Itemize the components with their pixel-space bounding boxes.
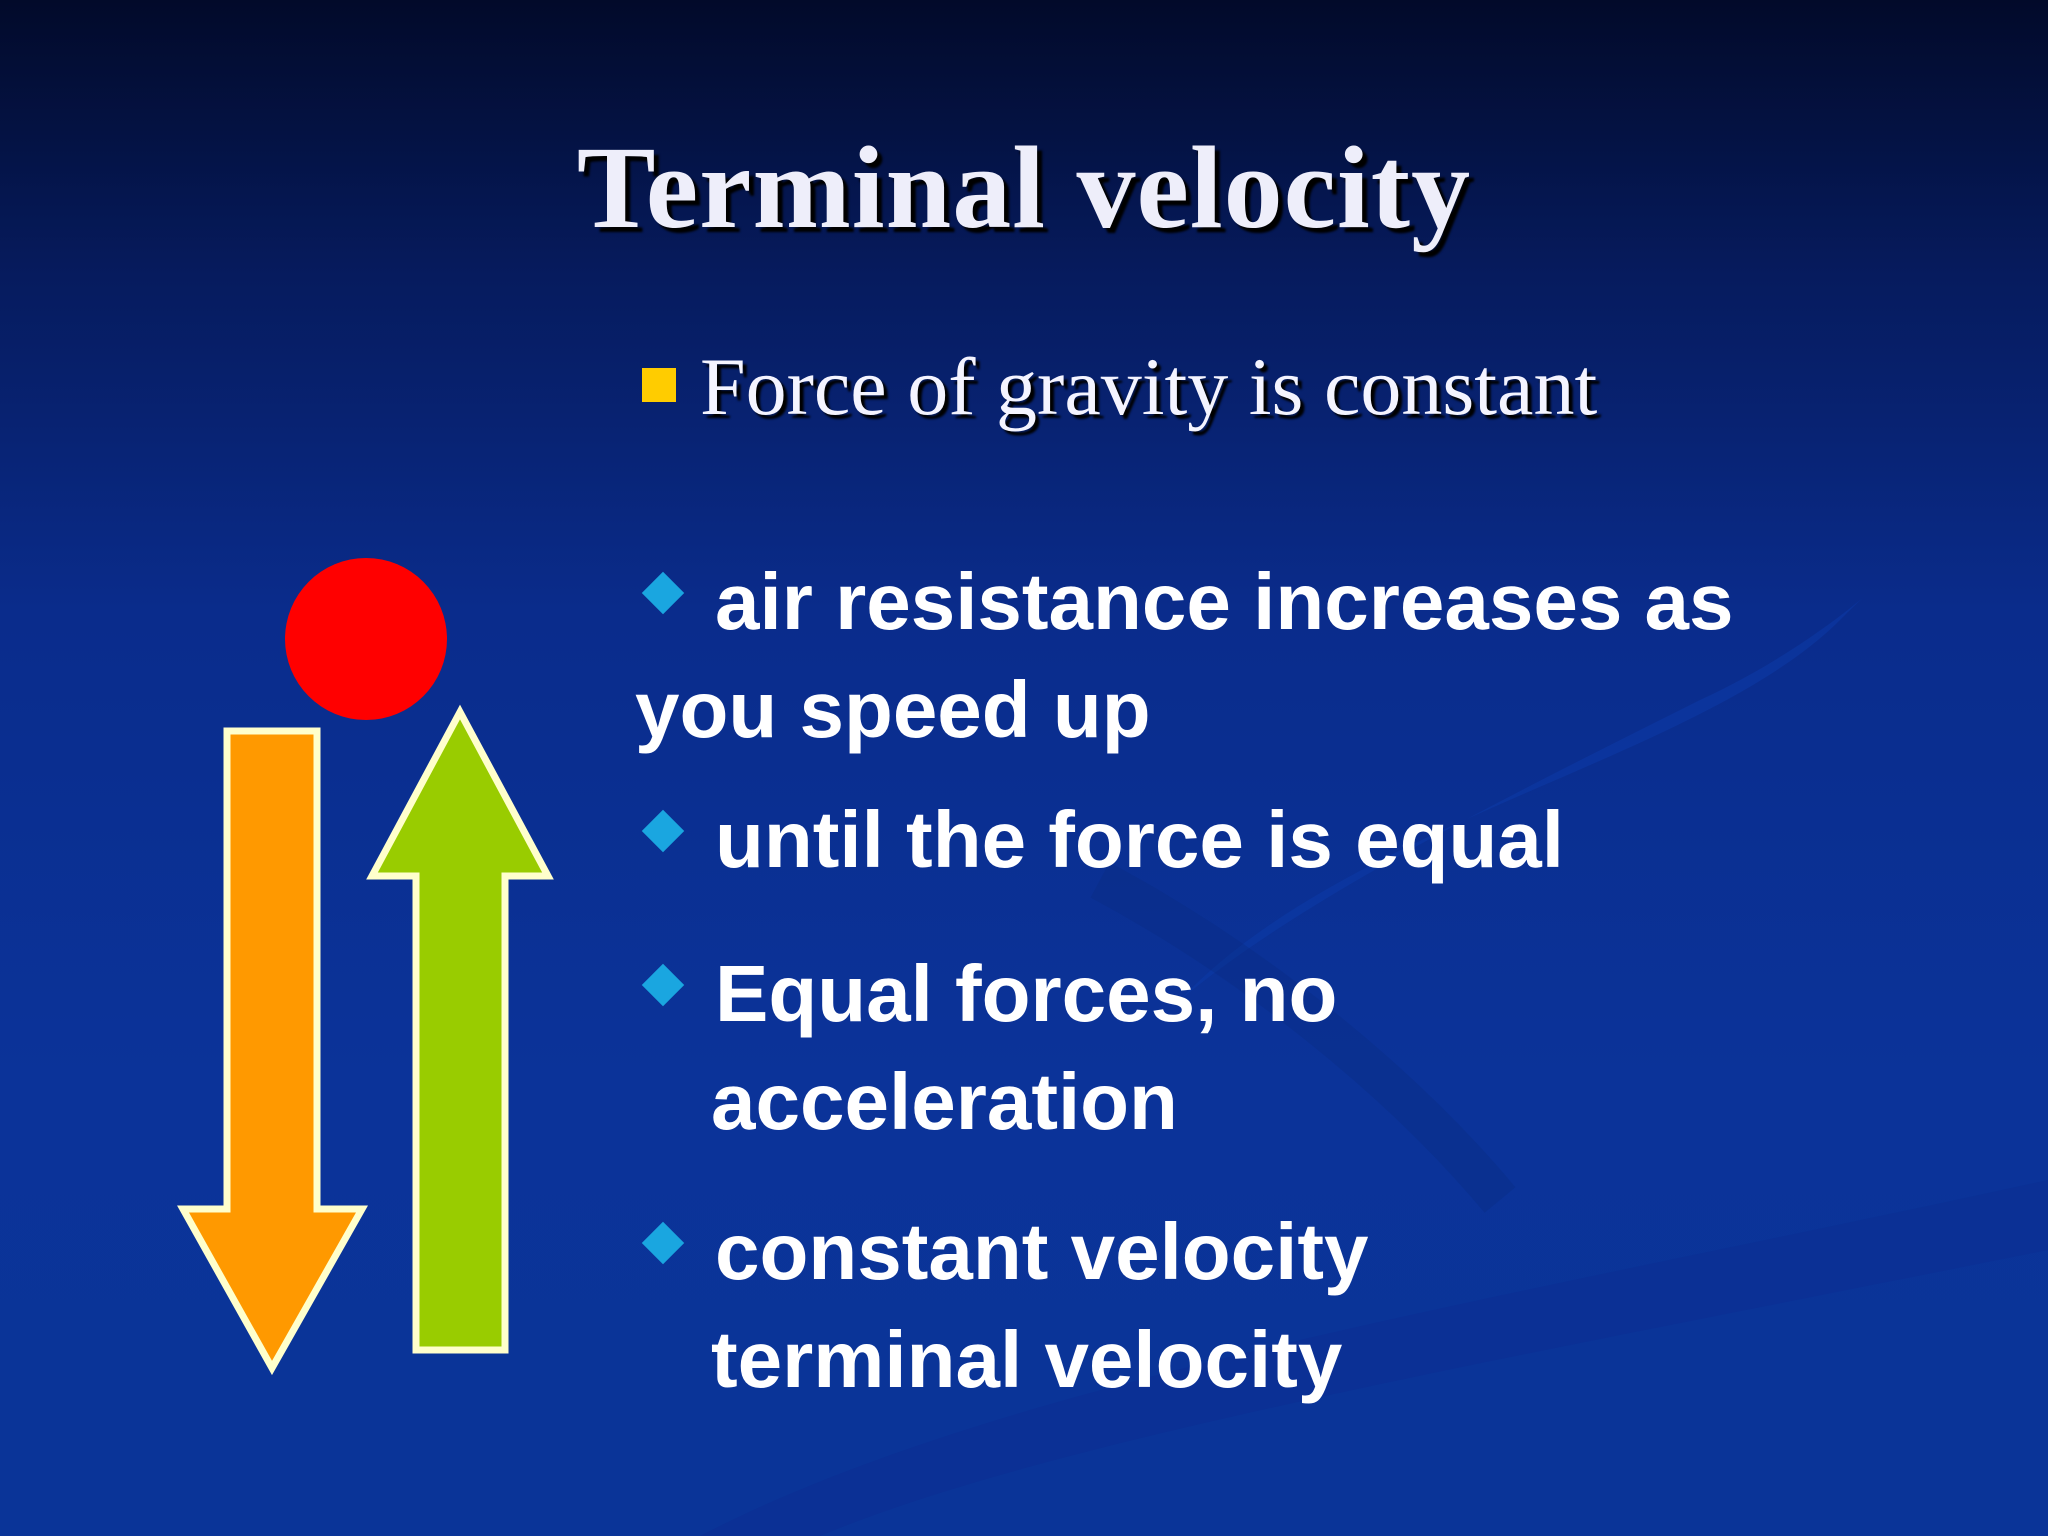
- yellow-square-icon: [642, 368, 676, 402]
- sub-point-2-line-1: until the force is equal: [715, 795, 1565, 884]
- sub-point-4-line-1: constant velocity: [715, 1207, 1369, 1296]
- sub-point-1-line-1: air resistance increases as: [715, 557, 1734, 646]
- sub-point-1-line-2: you speed up: [635, 665, 1151, 754]
- sub-point-3-line-1: Equal forces, no: [715, 949, 1338, 1038]
- sub-point-3-line-2: acceleration: [711, 1057, 1178, 1146]
- slide-title: Terminal velocity: [576, 122, 1472, 253]
- orange-down-arrow: [177, 727, 369, 1376]
- main-point-text: Force of gravity is constant: [700, 341, 1598, 432]
- green-up-arrow: [366, 704, 554, 1354]
- sub-point-4-line-2: terminal velocity: [711, 1315, 1343, 1404]
- red-ball: [285, 558, 447, 720]
